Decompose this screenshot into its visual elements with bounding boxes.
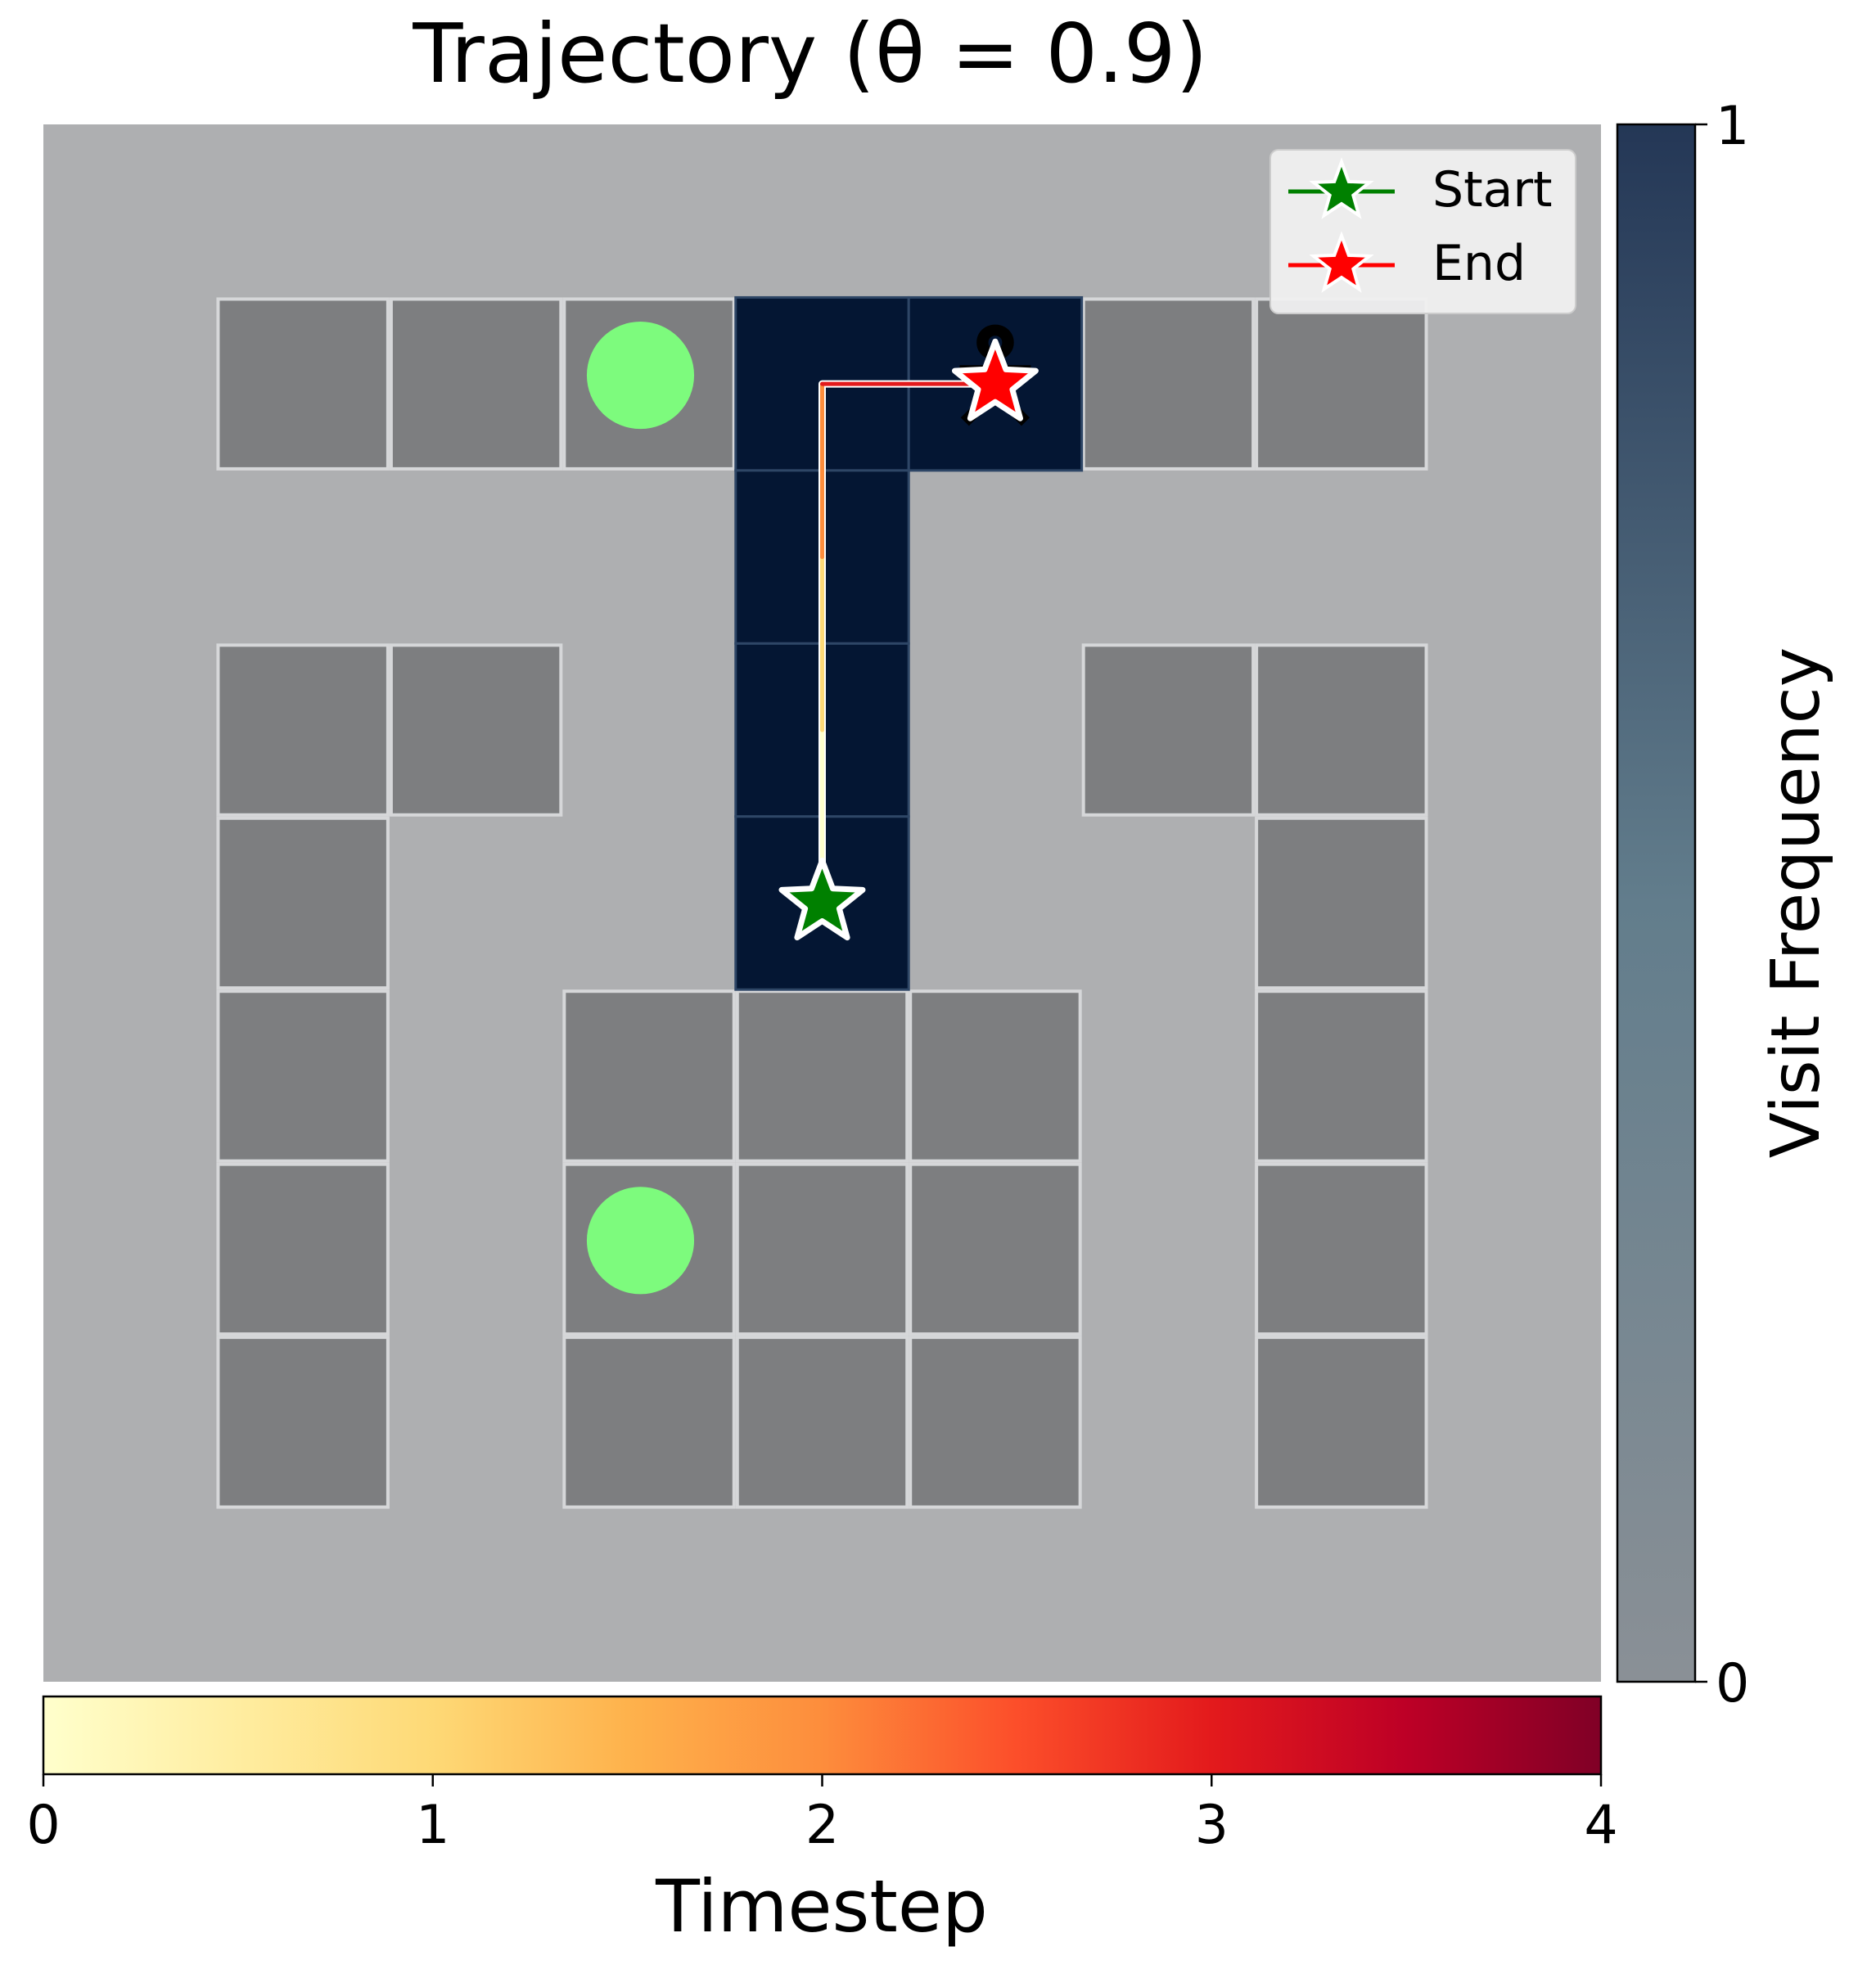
- timestep-tick-label: 2: [805, 1795, 839, 1856]
- goal-circle: [586, 322, 695, 430]
- wall-cell: [216, 1336, 390, 1509]
- legend-start-star-icon: [1309, 157, 1374, 219]
- chart-title: Trajectory (θ = 0.9): [412, 6, 1207, 101]
- visit-colorbar-label: Visit Frequency: [1757, 647, 1835, 1158]
- maze-grid: 🯅: [43, 124, 1601, 1682]
- wall-cell: [1255, 643, 1428, 817]
- timestep-colorbar-gradient: [42, 1695, 1603, 1776]
- visit-tick-0: 0: [1716, 1653, 1749, 1714]
- wall-cell: [216, 1162, 390, 1336]
- wall-cell: [909, 1336, 1082, 1509]
- legend-end-label: End: [1432, 235, 1526, 292]
- visit-tick-1: 1: [1716, 96, 1749, 157]
- visit-colorbar-gradient: [1616, 123, 1697, 1683]
- visit-frequency-colorbar: 0 1 Visit Frequency: [1616, 96, 1835, 1714]
- timestep-colorbar-label: Timestep: [655, 1864, 988, 1949]
- wall-cell: [1255, 1336, 1428, 1509]
- legend-entry-end: End: [1288, 231, 1526, 293]
- wall-cell: [216, 643, 390, 817]
- wall-cell: [1081, 297, 1256, 471]
- timestep-tick-label: 3: [1195, 1795, 1229, 1856]
- start-marker-star-icon: [778, 858, 866, 941]
- timestep-tick-label: 4: [1584, 1795, 1617, 1856]
- wall-cell: [735, 1336, 909, 1509]
- legend-end-star-icon: [1309, 231, 1374, 293]
- timestep-tick-label: 1: [416, 1795, 449, 1856]
- timestep-tick-label: 0: [26, 1795, 60, 1856]
- wall-cell: [216, 816, 390, 990]
- wall-cell: [389, 643, 563, 817]
- wall-cell: [562, 1336, 736, 1509]
- wall-cell: [1255, 297, 1428, 471]
- wall-cell: [389, 297, 563, 471]
- timestep-colorbar: 0 1 2 3 4 Timestep: [26, 1695, 1618, 1949]
- legend-start-label: Start: [1432, 161, 1553, 219]
- end-marker-star-icon: [952, 338, 1039, 421]
- wall-cell: [735, 1162, 909, 1336]
- legend-entry-start: Start: [1288, 157, 1553, 219]
- wall-cell: [1255, 816, 1428, 990]
- wall-cell: [909, 989, 1082, 1163]
- wall-cell: [562, 989, 736, 1163]
- wall-cell: [1081, 643, 1256, 817]
- wall-cell: [216, 989, 390, 1163]
- legend: Start End: [1269, 149, 1576, 314]
- wall-cell: [1255, 989, 1428, 1163]
- goal-circle: [586, 1187, 695, 1295]
- wall-cell: [909, 1162, 1082, 1336]
- wall-cell: [735, 989, 909, 1163]
- wall-cell: [1255, 1162, 1428, 1336]
- wall-cell: [216, 297, 390, 471]
